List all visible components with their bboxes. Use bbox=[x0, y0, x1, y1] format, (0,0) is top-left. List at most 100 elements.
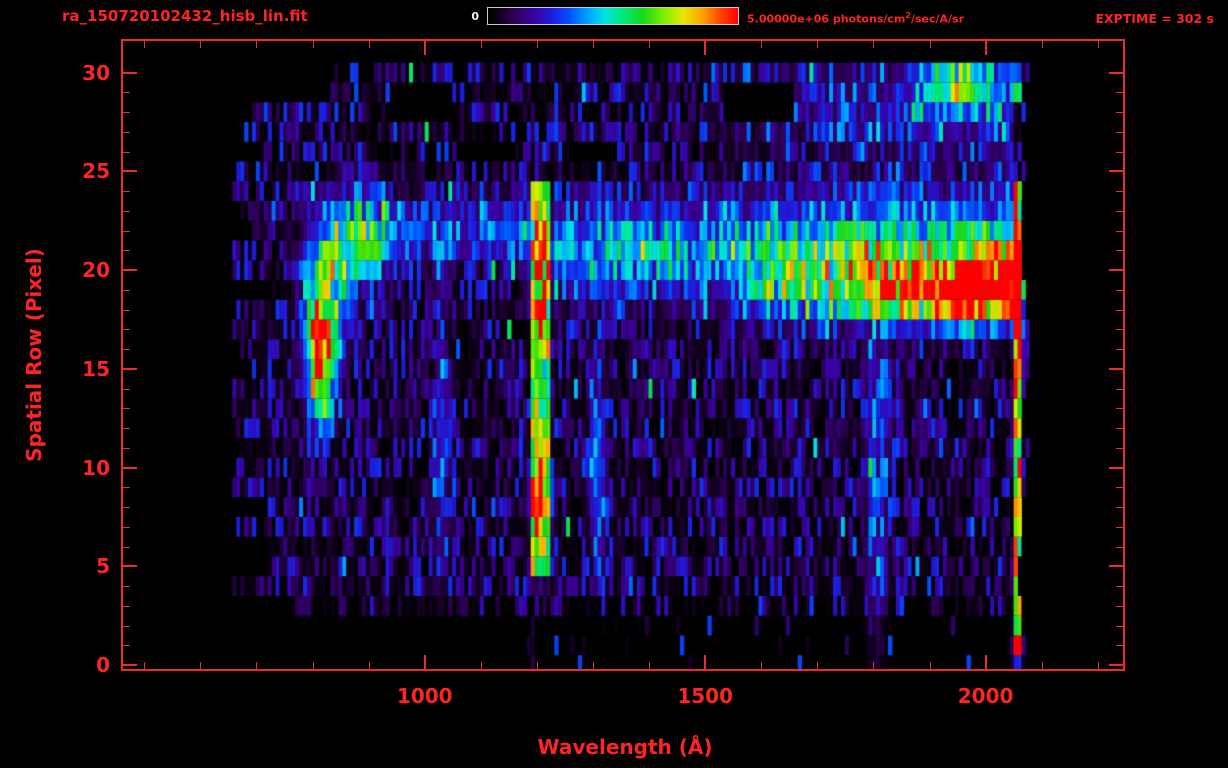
y-minor-tick bbox=[1116, 645, 1123, 647]
x-minor-tick bbox=[817, 662, 819, 669]
x-minor-tick bbox=[817, 41, 819, 48]
x-minor-tick bbox=[1097, 41, 1099, 48]
y-minor-tick bbox=[123, 92, 130, 94]
y-tick-label: 15 bbox=[82, 356, 110, 381]
y-minor-tick bbox=[1116, 112, 1123, 114]
y-tick-label: 30 bbox=[82, 60, 110, 85]
x-minor-tick bbox=[592, 41, 594, 48]
plot-frame bbox=[121, 39, 1125, 671]
y-minor-tick bbox=[123, 349, 130, 351]
y-major-tick bbox=[1109, 170, 1123, 173]
y-minor-tick bbox=[123, 507, 130, 509]
y-minor-tick bbox=[123, 526, 130, 528]
y-minor-tick bbox=[123, 605, 130, 607]
x-major-tick bbox=[704, 41, 707, 55]
y-minor-tick bbox=[1116, 191, 1123, 193]
colorbar-gradient bbox=[487, 7, 739, 25]
x-minor-tick bbox=[873, 41, 875, 48]
x-minor-tick bbox=[536, 662, 538, 669]
x-minor-tick bbox=[312, 662, 314, 669]
y-minor-tick bbox=[1116, 92, 1123, 94]
x-minor-tick bbox=[312, 41, 314, 48]
y-minor-tick bbox=[123, 388, 130, 390]
x-tick-label: 1500 bbox=[677, 684, 733, 708]
x-tick-label: 2000 bbox=[957, 684, 1014, 708]
y-minor-tick bbox=[1116, 309, 1123, 311]
y-minor-tick bbox=[1116, 546, 1123, 548]
exptime-label: EXPTIME = 302 s bbox=[1095, 11, 1214, 26]
x-minor-tick bbox=[144, 41, 146, 48]
y-major-tick bbox=[123, 565, 137, 568]
x-axis-label: Wavelength (Å) bbox=[537, 735, 713, 759]
x-tick-label: 1000 bbox=[396, 684, 453, 708]
y-minor-tick bbox=[123, 487, 130, 489]
x-minor-tick bbox=[649, 41, 651, 48]
y-minor-tick bbox=[1116, 625, 1123, 627]
y-minor-tick bbox=[123, 210, 130, 212]
y-tick-label: 25 bbox=[82, 159, 110, 184]
y-minor-tick bbox=[1116, 487, 1123, 489]
y-major-tick bbox=[1109, 664, 1123, 667]
x-minor-tick bbox=[200, 662, 202, 669]
y-major-tick bbox=[123, 664, 137, 667]
y-minor-tick bbox=[123, 428, 130, 430]
y-axis-label: Spatial Row (Pixel) bbox=[22, 248, 46, 462]
y-minor-tick bbox=[1116, 428, 1123, 430]
y-tick-label: 10 bbox=[82, 455, 110, 480]
y-minor-tick bbox=[1116, 447, 1123, 449]
x-minor-tick bbox=[536, 41, 538, 48]
y-minor-tick bbox=[1116, 526, 1123, 528]
y-minor-tick bbox=[1116, 408, 1123, 410]
y-minor-tick bbox=[1116, 605, 1123, 607]
y-minor-tick bbox=[123, 131, 130, 133]
x-minor-tick bbox=[929, 41, 931, 48]
x-minor-tick bbox=[1097, 662, 1099, 669]
x-minor-tick bbox=[1041, 41, 1043, 48]
y-minor-tick bbox=[123, 191, 130, 193]
y-minor-tick bbox=[1116, 507, 1123, 509]
x-minor-tick bbox=[256, 662, 258, 669]
y-minor-tick bbox=[1116, 586, 1123, 588]
x-minor-tick bbox=[1041, 662, 1043, 669]
x-minor-tick bbox=[256, 41, 258, 48]
y-major-tick bbox=[123, 466, 137, 469]
x-minor-tick bbox=[368, 41, 370, 48]
x-minor-tick bbox=[480, 41, 482, 48]
x-minor-tick bbox=[761, 41, 763, 48]
y-minor-tick bbox=[123, 151, 130, 153]
y-major-tick bbox=[1109, 71, 1123, 74]
y-minor-tick bbox=[1116, 250, 1123, 252]
x-major-tick bbox=[423, 41, 426, 55]
heatmap-canvas bbox=[123, 41, 1123, 669]
file-title: ra_150720102432_hisb_lin.fit bbox=[62, 7, 308, 25]
y-major-tick bbox=[123, 71, 137, 74]
y-minor-tick bbox=[1116, 230, 1123, 232]
y-minor-tick bbox=[123, 625, 130, 627]
y-minor-tick bbox=[1116, 388, 1123, 390]
y-tick-label: 5 bbox=[96, 554, 110, 579]
y-minor-tick bbox=[123, 112, 130, 114]
y-minor-tick bbox=[123, 546, 130, 548]
x-major-tick bbox=[423, 655, 426, 669]
y-minor-tick bbox=[123, 586, 130, 588]
y-major-tick bbox=[1109, 565, 1123, 568]
x-minor-tick bbox=[200, 41, 202, 48]
y-major-tick bbox=[123, 367, 137, 370]
y-minor-tick bbox=[1116, 151, 1123, 153]
y-minor-tick bbox=[123, 250, 130, 252]
y-major-tick bbox=[1109, 466, 1123, 469]
y-minor-tick bbox=[123, 289, 130, 291]
y-major-tick bbox=[123, 170, 137, 173]
x-minor-tick bbox=[480, 662, 482, 669]
y-minor-tick bbox=[123, 329, 130, 331]
x-major-tick bbox=[704, 655, 707, 669]
x-major-tick bbox=[984, 41, 987, 55]
y-major-tick bbox=[1109, 269, 1123, 272]
x-minor-tick bbox=[592, 662, 594, 669]
x-minor-tick bbox=[368, 662, 370, 669]
y-minor-tick bbox=[1116, 329, 1123, 331]
y-minor-tick bbox=[1116, 289, 1123, 291]
y-minor-tick bbox=[1116, 349, 1123, 351]
y-minor-tick bbox=[1116, 210, 1123, 212]
